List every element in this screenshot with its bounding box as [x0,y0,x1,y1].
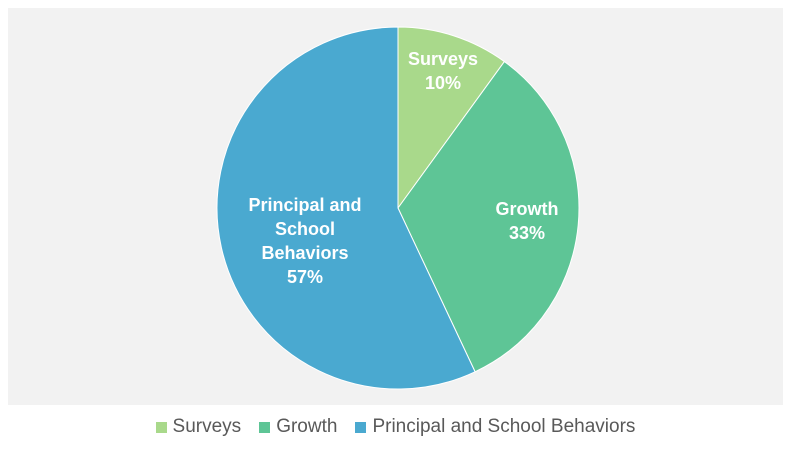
legend-label-principal-and-school-behaviors: Principal and School Behaviors [372,416,636,437]
legend-label-growth: Growth [276,416,338,437]
legend-label-surveys: Surveys [172,416,242,437]
slice-label-principal-and-school-behaviors: Principal and School Behaviors 57% [248,195,361,287]
slice-value-label: 33% [509,223,545,243]
legend-swatch-surveys [155,421,167,433]
slice-label-surveys: Surveys 10% [408,49,478,93]
slice-name-label: School [275,219,335,239]
slice-label-growth: Growth 33% [496,199,559,243]
chart-legend: Surveys Growth Principal and School Beha… [0,412,791,442]
legend-swatch-growth [259,421,271,433]
slice-name-label: Surveys [408,49,478,69]
legend-entry-surveys: Surveys [155,416,242,438]
slice-value-label: 57% [287,267,323,287]
legend-entry-growth: Growth [259,416,337,438]
slice-name-label: Principal and [248,195,361,215]
pie-slice-principal-and-school-behaviors [216,26,476,390]
slice-name-label: Growth [496,199,559,219]
legend-entry-principal-and-school-behaviors: Principal and School Behaviors [355,416,635,438]
legend-swatch-principal-and-school-behaviors [355,421,367,433]
pie-slice-surveys [397,26,506,210]
slice-value-label: 10% [425,73,461,93]
pie-slice-growth [397,60,580,373]
slice-name-label: Behaviors [261,243,348,263]
